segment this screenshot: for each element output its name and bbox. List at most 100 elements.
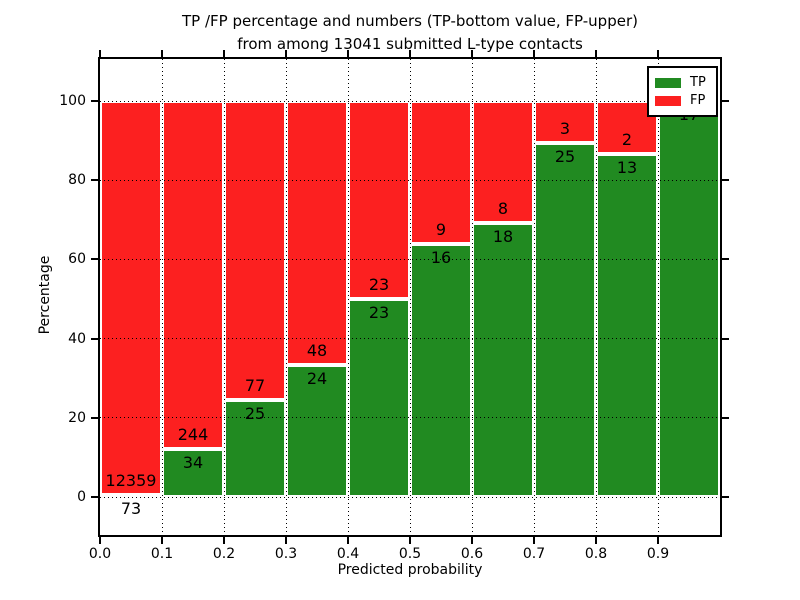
bar-tp-segment [534, 143, 596, 497]
bar-fp-segment [410, 101, 472, 244]
legend: TP FP [647, 66, 718, 117]
x-tick-mark-top [161, 50, 163, 57]
y-tick-mark-right [722, 258, 729, 261]
x-tick-mark-top [285, 50, 287, 57]
y-tick-mark-right [722, 337, 729, 340]
gridline-vertical [595, 59, 597, 535]
bar-tp-segment [410, 243, 472, 497]
x-tick-label: 0.7 [522, 546, 546, 562]
x-tick-label: 0.1 [150, 546, 174, 562]
y-tick-mark [91, 100, 98, 102]
gridline-vertical [657, 59, 659, 535]
x-tick-mark-top [99, 50, 101, 57]
x-tick-mark [161, 537, 163, 544]
x-tick-mark [223, 537, 225, 544]
chart-title-line1: TP /FP percentage and numbers (TP-bottom… [182, 12, 638, 30]
bar-fp-segment [286, 101, 348, 365]
bar-tp-count-label: 23 [368, 303, 390, 322]
bar-tp-segment [224, 399, 286, 497]
bar-tp-segment [348, 299, 410, 497]
bar-tp-segment [286, 365, 348, 497]
bar-fp-segment [472, 101, 534, 223]
y-tick-mark [91, 416, 98, 419]
gridline-vertical [533, 59, 535, 535]
x-tick-mark [285, 537, 287, 544]
y-tick-mark [91, 337, 98, 340]
x-tick-label: 0.8 [584, 546, 608, 562]
bar-tp-segment [472, 222, 534, 497]
bar-fp-segment [100, 101, 162, 495]
gridline-vertical [409, 59, 411, 535]
x-tick-label: 0.0 [88, 546, 112, 562]
plot-area: 12359732443477254824232391681832521317 [98, 57, 722, 537]
legend-label-fp: FP [690, 93, 706, 108]
bar-fp-count-label: 2 [621, 129, 633, 149]
x-tick-label: 0.5 [398, 546, 422, 562]
gridline-vertical [285, 59, 287, 535]
bar-tp-count-label: 25 [554, 147, 576, 167]
legend-item-fp: FP [655, 92, 710, 109]
x-tick-mark [409, 537, 411, 544]
bar-tp-segment [658, 101, 720, 497]
gridline-vertical [223, 59, 225, 535]
gridline-vertical [347, 59, 349, 535]
bar-tp-count-label: 13 [616, 157, 638, 177]
x-tick-mark [99, 537, 101, 544]
bar-tp-segment [596, 153, 658, 497]
x-tick-mark [471, 537, 473, 544]
x-tick-mark-top [223, 50, 225, 57]
x-tick-label: 0.6 [460, 546, 484, 562]
bar-fp-count-label: 12359 [105, 470, 157, 490]
x-tick-mark-top [471, 50, 473, 57]
y-tick-label: 60 [68, 251, 86, 268]
x-tick-label: 0.2 [212, 546, 236, 562]
x-tick-mark [595, 537, 597, 544]
y-tick-mark [91, 179, 98, 182]
x-tick-label: 0.3 [274, 546, 298, 562]
bar-fp-count-label: 48 [306, 341, 328, 360]
x-tick-label: 0.4 [336, 546, 360, 562]
bar-fp-count-label: 3 [559, 119, 571, 139]
x-tick-mark-top [347, 50, 349, 57]
x-tick-mark [657, 537, 659, 544]
y-tick-mark-right [722, 496, 729, 498]
bar-tp-count-label: 16 [430, 247, 452, 267]
y-tick-mark-right [722, 416, 729, 419]
bar-fp-count-label: 8 [497, 198, 509, 218]
gridline-vertical [161, 59, 163, 535]
legend-swatch-tp-icon [655, 77, 681, 88]
bar-tp-count-label: 73 [120, 498, 142, 518]
y-tick-label: 0 [77, 489, 86, 505]
y-tick-label: 100 [59, 93, 86, 109]
gridline-vertical [471, 59, 473, 535]
y-tick-mark [91, 258, 98, 261]
x-tick-mark-top [595, 50, 597, 57]
bar-fp-segment [534, 101, 596, 144]
bar-fp-segment [162, 101, 224, 449]
bar-tp-count-label: 18 [492, 226, 514, 246]
legend-swatch-fp-icon [655, 95, 681, 106]
y-tick-mark-right [722, 179, 729, 182]
x-tick-mark [347, 537, 349, 544]
y-tick-mark [91, 496, 98, 498]
chart-title: TP /FP percentage and numbers (TP-bottom… [100, 10, 720, 56]
x-tick-mark [533, 537, 535, 544]
y-tick-mark-right [722, 100, 729, 102]
bar-tp-count-label: 34 [182, 452, 204, 472]
bar-fp-count-label: 77 [244, 375, 266, 395]
bar-tp-count-label: 25 [244, 403, 266, 423]
x-axis-label: Predicted probability [337, 562, 483, 578]
bar-fp-count-label: 9 [435, 219, 447, 239]
bar-fp-count-label: 23 [368, 275, 390, 294]
y-tick-label: 20 [68, 409, 86, 426]
y-tick-label: 40 [68, 330, 86, 347]
x-tick-mark-top [657, 50, 659, 57]
chart-title-line2: from among 13041 submitted L-type contac… [237, 35, 583, 53]
bar-tp-count-label: 24 [306, 369, 328, 388]
x-tick-mark-top [533, 50, 535, 57]
bar-fp-segment [348, 101, 410, 299]
bar-fp-count-label: 244 [177, 424, 209, 444]
bar-tp-segment [162, 448, 224, 497]
y-tick-label: 80 [68, 172, 86, 189]
